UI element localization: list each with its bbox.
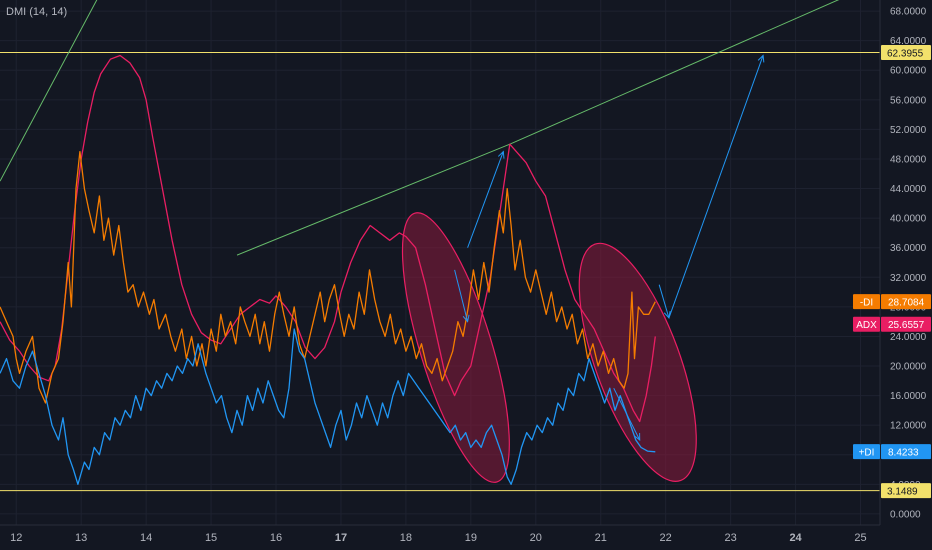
arrow-head-2 <box>497 150 505 159</box>
adx-badge-tag <box>853 316 880 332</box>
level-badge-1 <box>881 45 931 61</box>
x-tick-label: 16 <box>270 532 282 544</box>
level-badge-2 <box>881 483 931 499</box>
trendline-3 <box>509 0 840 145</box>
trendline-1 <box>0 0 98 182</box>
series-lines <box>0 54 656 485</box>
x-tick-label: 14 <box>140 532 152 544</box>
indicator-title[interactable]: DMI (14, 14) <box>6 6 68 18</box>
x-tick-label: 12 <box>10 532 22 544</box>
x-tick-label: 21 <box>595 532 607 544</box>
y-tick-label: 16.0000 <box>890 391 927 402</box>
arrow-line-3 <box>613 387 641 441</box>
level-badge-label: 3.1489 <box>887 487 918 498</box>
y-tick-label: 56.0000 <box>890 95 927 106</box>
horizontal-levels <box>0 52 880 492</box>
time-axis-panel <box>0 525 932 550</box>
annotation-ellipses <box>401 212 697 483</box>
adx-badge-value <box>881 316 931 332</box>
minus-di-badge-value <box>881 294 931 310</box>
y-tick-label: 24.0000 <box>890 332 927 343</box>
x-tick-label: 17 <box>335 532 347 544</box>
x-tick-label: 13 <box>75 532 87 544</box>
x-tick-label: 19 <box>465 532 477 544</box>
y-tick-label: 0.0000 <box>890 509 921 520</box>
y-tick-label: 68.0000 <box>890 7 927 18</box>
x-tick-label: 22 <box>660 532 672 544</box>
x-tick-label: 15 <box>205 532 217 544</box>
arrow-line-4 <box>668 55 764 319</box>
minus-di-badge-value-label: 28.7084 <box>888 298 925 309</box>
y-tick-label: 44.0000 <box>890 184 927 195</box>
y-tick-label: 32.0000 <box>890 273 927 284</box>
x-tick-label: 25 <box>854 532 866 544</box>
y-tick-label: 48.0000 <box>890 154 927 165</box>
arrow-line-2 <box>467 151 504 248</box>
x-tick-label: 23 <box>725 532 737 544</box>
plus-di-line <box>0 328 656 485</box>
x-axis-ticks: 12 13 14 15 16 17 18 19 20 21 22 23 24 25 <box>10 532 867 544</box>
trendline-2 <box>236 143 511 256</box>
x-tick-label: 20 <box>530 532 542 544</box>
y-tick-label: 12.0000 <box>890 421 927 432</box>
arrow-head-1 <box>462 314 470 323</box>
adx-badge-value-label: 25.6557 <box>888 320 925 331</box>
plus-di-badge-tag-label: +DI <box>859 448 875 459</box>
minus-di-badge-tag <box>853 294 880 310</box>
arrow-head-5 <box>663 310 671 320</box>
plus-di-badge-value <box>881 444 931 460</box>
arrow-head-4 <box>757 54 765 63</box>
value-badges: 62.3955 3.1489 -DI 28.7084 ADX 25.6557 +DI 8.42… <box>853 45 931 499</box>
y-tick-label: 52.0000 <box>890 125 927 136</box>
annotation-arrows <box>454 54 765 441</box>
level-badge-label: 62.3955 <box>887 49 924 60</box>
plus-di-badge-tag <box>853 444 880 460</box>
minus-di-line <box>0 150 656 404</box>
trendlines <box>0 0 840 256</box>
arrow-line-1 <box>454 269 469 322</box>
y-tick-label: 40.0000 <box>890 214 927 225</box>
arrow-line-5 <box>658 284 670 319</box>
y-tick-label: 60.0000 <box>890 66 927 77</box>
adx-line <box>0 54 656 423</box>
highlight-ellipse-2 <box>578 242 697 482</box>
y-tick-label: 36.0000 <box>890 243 927 254</box>
y-tick-label: 20.0000 <box>890 362 927 373</box>
adx-badge-tag-label: ADX <box>856 320 877 331</box>
highlight-ellipse-1 <box>401 212 510 483</box>
arrow-head-3 <box>633 432 641 441</box>
plus-di-badge-value-label: 8.4233 <box>888 448 919 459</box>
x-tick-label: 24 <box>789 532 802 544</box>
x-tick-label: 18 <box>400 532 412 544</box>
minus-di-badge-tag-label: -DI <box>860 298 873 309</box>
y-tick-label: 64.0000 <box>890 36 927 47</box>
